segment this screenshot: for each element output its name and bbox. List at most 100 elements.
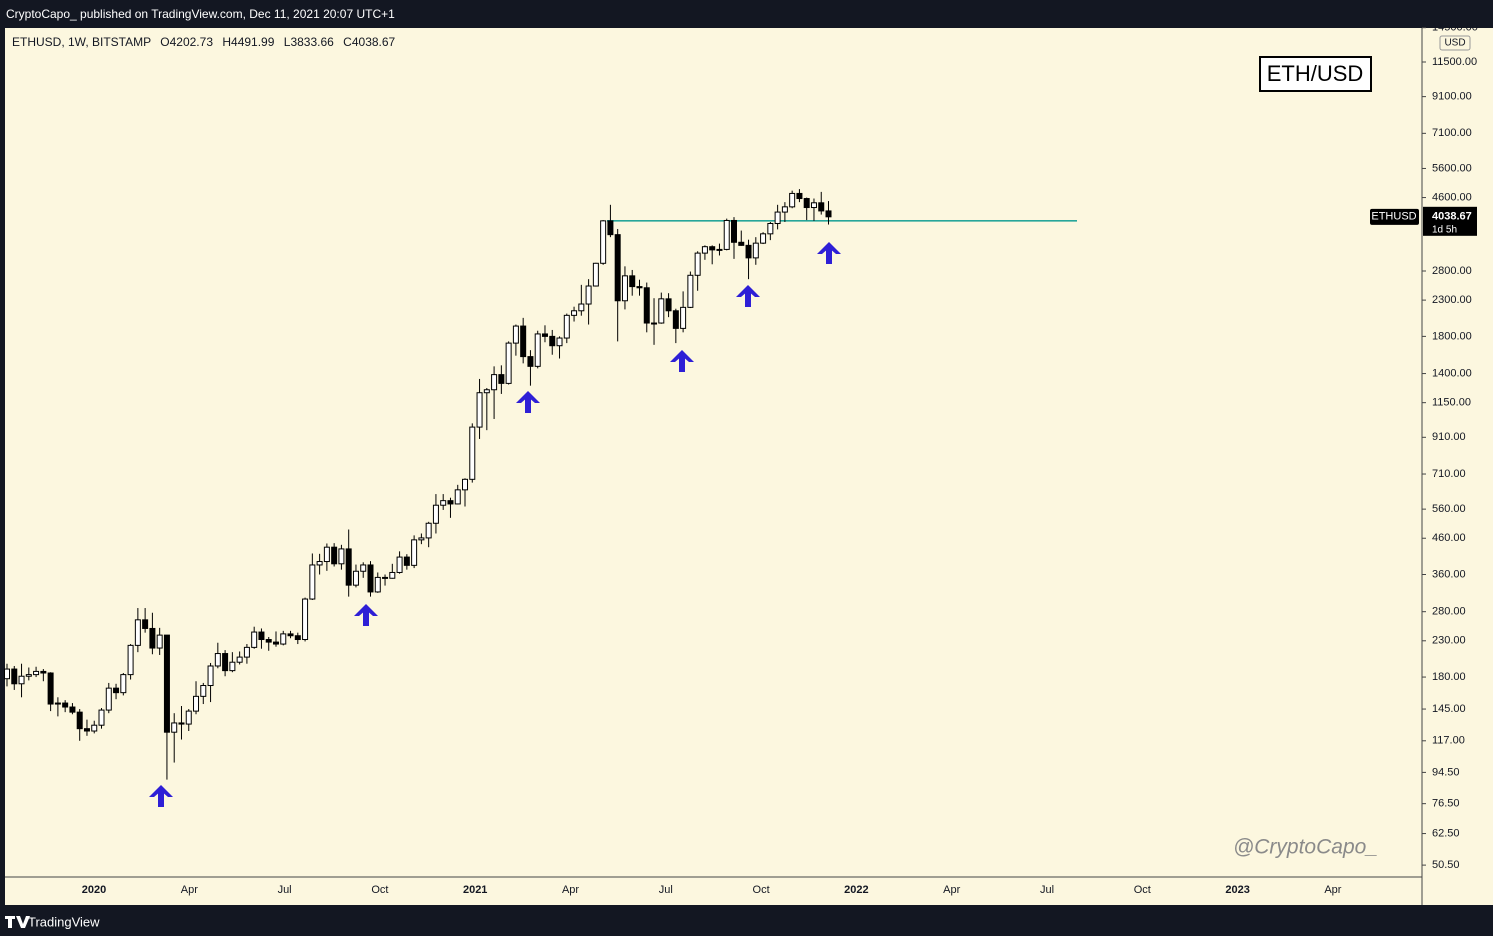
candle-body	[396, 556, 403, 573]
currency-label: USD	[1444, 38, 1465, 49]
candle-body	[403, 556, 410, 566]
candle-body	[411, 539, 418, 566]
arrow	[817, 242, 841, 264]
y-tick-label: 50.50	[1432, 859, 1460, 871]
candle-body	[338, 548, 345, 565]
plot-background	[5, 28, 1493, 905]
candle-body	[636, 286, 643, 289]
candle-body	[76, 711, 83, 730]
candle-body	[498, 374, 505, 384]
y-tick-label: 11500.00	[1432, 56, 1477, 68]
ohlc-value: 4202.73	[170, 35, 214, 49]
candle-body	[672, 310, 679, 329]
candle-body	[163, 634, 170, 733]
candle-body	[476, 392, 483, 428]
candle-body	[592, 262, 599, 287]
candle-body	[818, 202, 825, 212]
y-tick-label: 7100.00	[1432, 127, 1472, 139]
last-price: 4038.67	[1432, 211, 1472, 223]
candle-body	[178, 722, 185, 725]
y-tick-label: 2300.00	[1432, 294, 1472, 306]
candle-body	[571, 310, 578, 316]
candle-body	[331, 546, 338, 565]
y-tick-label: 5600.00	[1432, 162, 1472, 174]
candle-body	[789, 192, 796, 208]
countdown: 1d 5h	[1432, 224, 1457, 235]
candle-body	[803, 198, 810, 209]
x-tick-label: Jul	[659, 884, 673, 896]
candle-body	[425, 522, 432, 539]
candle-body	[680, 306, 687, 329]
candle-body	[62, 702, 69, 708]
candle-body	[607, 220, 614, 236]
symbol-header: ETHUSD, 1W, BITSTAMP O4202.73 H4491.99 L…	[12, 35, 396, 49]
candle-body	[280, 633, 287, 645]
candle-body	[207, 665, 214, 687]
ohlc-prefix: O	[160, 35, 169, 49]
x-tick-label: 2023	[1225, 884, 1249, 896]
y-tick-label: 280.00	[1432, 606, 1466, 618]
candle-body	[469, 426, 476, 480]
watermark: @CryptoCapo_	[1233, 836, 1378, 859]
candle-body	[694, 252, 701, 276]
symbol-line: ETHUSD, 1W, BITSTAMP	[12, 35, 151, 49]
x-tick-label: Oct	[753, 884, 770, 896]
candle-body	[760, 233, 767, 244]
candle-body	[512, 325, 519, 344]
x-tick-label: 2021	[463, 884, 487, 896]
candle-body	[229, 661, 236, 672]
candle-body	[447, 500, 454, 505]
candle-body	[723, 219, 730, 250]
y-tick-label: 1800.00	[1432, 330, 1472, 342]
y-tick-label: 145.00	[1432, 703, 1466, 715]
candle-body	[367, 564, 374, 593]
candle-body	[701, 246, 708, 254]
candle-body	[54, 702, 61, 705]
candle-body	[113, 687, 120, 694]
candle-body	[774, 211, 781, 225]
arrow	[149, 785, 173, 807]
candle-body	[185, 710, 192, 725]
candle-body	[120, 674, 127, 694]
arrow	[670, 350, 694, 372]
ohlc-prefix: L	[284, 35, 291, 49]
candle-body	[483, 389, 490, 394]
x-tick-label: Apr	[181, 884, 198, 896]
candle-body	[18, 675, 25, 685]
candle-body	[578, 303, 585, 312]
candle-body	[716, 248, 723, 251]
candle-body	[709, 246, 716, 251]
y-tick-label: 14500.00	[1432, 22, 1478, 34]
candle-body	[200, 685, 207, 697]
candle-body	[251, 631, 258, 648]
candle-body	[360, 564, 367, 572]
y-tick-label: 4600.00	[1432, 191, 1472, 203]
top-bar	[0, 0, 1493, 28]
x-tick-label: Oct	[1134, 884, 1151, 896]
candle-body	[214, 653, 221, 667]
ohlc-prefix: C	[343, 35, 352, 49]
candle-body	[781, 206, 788, 213]
candle-body	[127, 644, 134, 676]
candle-body	[541, 333, 548, 337]
candle-body	[25, 674, 32, 677]
candle-body	[491, 374, 498, 391]
candle-body	[520, 325, 527, 358]
candle-body	[222, 653, 229, 672]
candle-body	[527, 356, 534, 367]
candle-body	[614, 234, 621, 302]
candle-body	[629, 275, 636, 288]
candle-body	[462, 478, 469, 491]
annotation-arrows	[149, 242, 841, 807]
candle-body	[382, 576, 389, 579]
candle-body	[236, 656, 243, 663]
candle-body	[302, 598, 309, 641]
candle-body	[440, 500, 447, 506]
ohlc-value: 3833.66	[290, 35, 334, 49]
candle-body	[33, 670, 40, 676]
x-tick-label: Jul	[278, 884, 292, 896]
price-tag: ETHUSD	[1371, 211, 1416, 223]
last-price-box	[1423, 206, 1477, 236]
x-tick-label: 2020	[82, 884, 106, 896]
